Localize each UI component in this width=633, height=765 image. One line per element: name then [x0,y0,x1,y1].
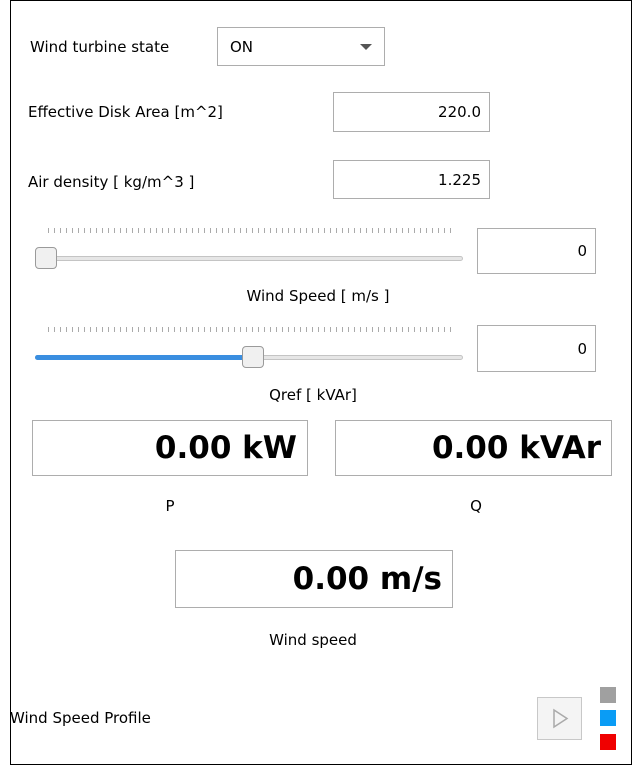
display-label: Wind speed [269,631,357,649]
lcd-display: 0.00 kW [32,420,308,476]
spin-value: 0 [577,242,587,260]
slider-ticks [48,327,456,332]
display-value: 0.00 m/s [292,561,442,597]
label: Wind turbine state [30,38,170,56]
slider-handle[interactable] [35,247,57,269]
lcd-display: 0.00 m/s [175,550,453,608]
display-label: P [165,497,175,515]
status-indicator [600,687,616,703]
slider-ticks [48,228,456,233]
display-value: 0.00 kVAr [431,430,601,466]
play-button[interactable] [537,697,582,740]
slider-label: Wind Speed [ m/s ] [246,287,390,305]
label: Effective Disk Area [m^2] [28,103,223,121]
slider-groove [35,256,463,261]
input-value: 1.225 [438,170,481,189]
label: Wind Speed Profile [10,709,151,727]
label: Air density [ kg/m^3 ] [28,173,195,191]
display-label: Q [470,497,482,515]
spin-box[interactable]: 0 [477,325,596,372]
combo-value: ON [230,37,254,56]
display-value: 0.00 kW [154,430,297,466]
spin-box[interactable]: 0 [477,228,596,274]
play-icon [553,708,569,729]
combo-box[interactable]: ON [217,27,385,66]
slider-label: Qref [ kVAr] [269,386,357,404]
text-input[interactable]: 220.0 [333,92,490,132]
slider-handle[interactable] [242,346,264,368]
slider-fill [35,355,255,360]
dropdown-arrow [360,44,372,50]
spin-value: 0 [577,339,587,358]
status-indicator [600,734,616,750]
status-indicator [600,710,616,726]
lcd-display: 0.00 kVAr [335,420,612,476]
text-input[interactable]: 1.225 [333,160,490,199]
input-value: 220.0 [438,103,481,121]
